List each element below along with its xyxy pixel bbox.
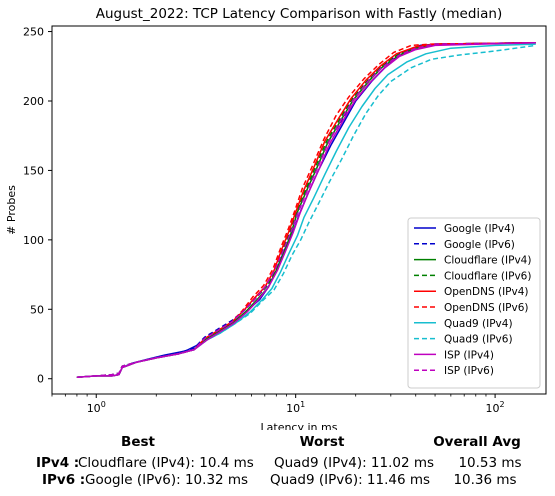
series-line-isp-ipv4 xyxy=(76,41,536,379)
legend-label-quad9-ipv4: Quad9 (IPv4) xyxy=(444,318,513,330)
ipv6-worst: Quad9 (IPv6): 11.46 ms xyxy=(269,472,431,488)
y-tick-label: 150 xyxy=(23,164,44,177)
row-label-ipv6: IPv6 : xyxy=(42,472,86,488)
header-worst: Worst xyxy=(299,434,345,450)
legend-label-google-ipv6: Google (IPv6) xyxy=(444,239,515,251)
ipv4-worst: Quad9 (IPv4): 11.02 ms xyxy=(273,455,435,471)
legend-label-isp-ipv6: ISP (IPv6) xyxy=(444,365,494,377)
series-line-opendns-ipv6 xyxy=(76,41,536,379)
x-axis-label: Latency in ms xyxy=(261,421,338,430)
legend-label-google-ipv4: Google (IPv4) xyxy=(444,223,515,235)
latency-cdf-chart: August_2022: TCP Latency Comparison with… xyxy=(5,6,547,430)
legend-label-cloudflare-ipv6: Cloudflare (IPv6) xyxy=(444,270,531,282)
ipv4-overall-avg: 10.53 ms xyxy=(458,455,522,471)
x-tick-label: 101 xyxy=(286,400,305,415)
x-tick-label: 102 xyxy=(486,400,505,415)
plot-frame xyxy=(51,25,547,395)
y-tick-label: 200 xyxy=(23,95,44,108)
header-overall-avg: Overall Avg xyxy=(433,434,521,450)
ipv4-best: Cloudflare (IPv4): 10.4 ms xyxy=(78,455,254,471)
legend-label-isp-ipv4: ISP (IPv4) xyxy=(444,349,494,361)
chart-title: August_2022: TCP Latency Comparison with… xyxy=(96,6,503,22)
ipv6-overall-avg: 10.36 ms xyxy=(453,472,517,488)
plot-lines xyxy=(76,41,536,379)
legend: Google (IPv4) Google (IPv6) Cloudflare (IP… xyxy=(407,217,541,389)
y-tick-label: 250 xyxy=(23,26,44,39)
x-tick-label: 100 xyxy=(87,400,106,415)
legend-label-opendns-ipv6: OpenDNS (IPv6) xyxy=(444,302,529,314)
row-label-ipv4: IPv4 : xyxy=(36,455,80,471)
ipv6-best: Google (IPv6): 10.32 ms xyxy=(85,472,249,488)
y-axis-label: # Probes xyxy=(5,185,18,235)
y-tick-label: 0 xyxy=(37,373,44,386)
header-best: Best xyxy=(121,434,155,450)
legend-box xyxy=(407,217,541,389)
y-tick-label: 100 xyxy=(23,234,44,247)
y-tick-label: 50 xyxy=(30,303,44,316)
legend-label-quad9-ipv6: Quad9 (IPv6) xyxy=(444,334,513,346)
legend-label-opendns-ipv4: OpenDNS (IPv4) xyxy=(444,286,529,298)
legend-label-cloudflare-ipv4: Cloudflare (IPv4) xyxy=(444,255,531,267)
